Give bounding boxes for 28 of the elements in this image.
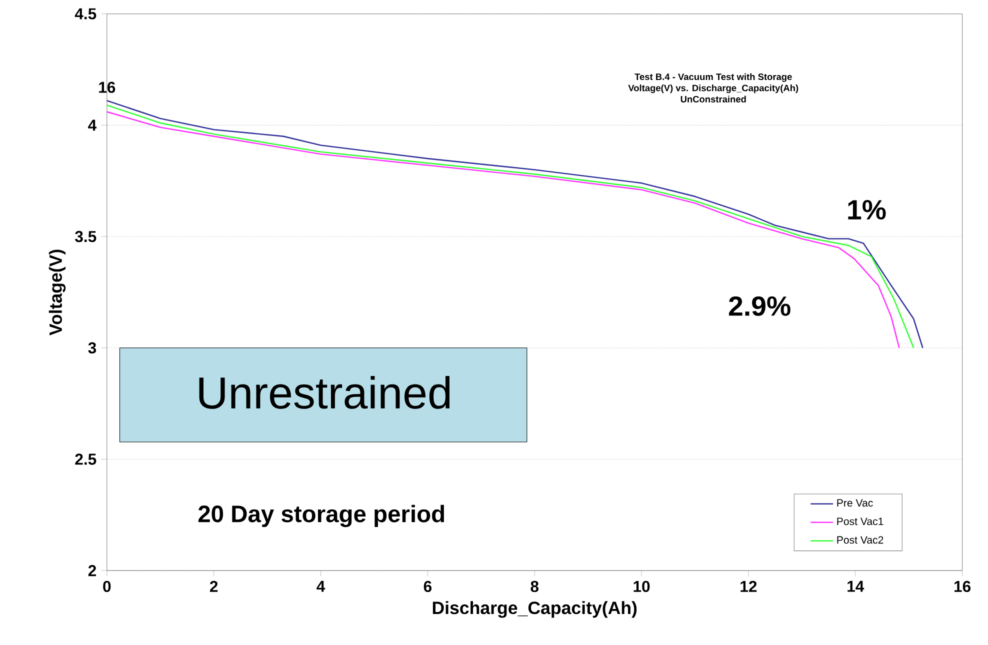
x-tick-label: 6 [424, 580, 432, 592]
legend-label: Post Vac1 [837, 518, 884, 526]
y-tick-label: 2 [88, 565, 96, 576]
text: Voltage(V) vs. Discharge_Capacity(Ah) [628, 84, 798, 94]
text: Test B.4 - Vacuum Test with Storage [634, 73, 792, 82]
x-axis-title: Discharge_Capacity(Ah) [432, 601, 637, 618]
annotation: 20 Day storage period [198, 505, 444, 528]
y-tick-label: 3 [88, 342, 96, 354]
annotation: 2.9% [728, 296, 790, 316]
legend-label: Pre Vac [837, 499, 873, 507]
x-tick-label: 10 [634, 580, 650, 592]
x-tick-label: 16 [954, 580, 971, 592]
x-tick-label: 2 [210, 580, 218, 592]
x-tick-label: 4 [316, 580, 326, 592]
x-tick-label: 14 [848, 580, 864, 592]
annotation: 1% [848, 200, 886, 220]
y-tick-label: 4.5 [74, 8, 96, 20]
y-axis-title: Voltage(V) [48, 250, 66, 336]
legend-label: Post Vac2 [837, 536, 884, 544]
x-tick-label: 8 [530, 580, 539, 592]
x-tick-label: 12 [740, 580, 757, 592]
y-tick-label: 4 [88, 120, 97, 131]
annotation: Unrestrained [199, 376, 450, 409]
x-tick-label: 0 [103, 580, 111, 592]
annotation: UnConstrained [680, 96, 746, 103]
y-tick-label: 2.5 [75, 454, 96, 465]
y-tick-label: 3.5 [75, 231, 96, 242]
annotation: 16 [99, 82, 116, 94]
